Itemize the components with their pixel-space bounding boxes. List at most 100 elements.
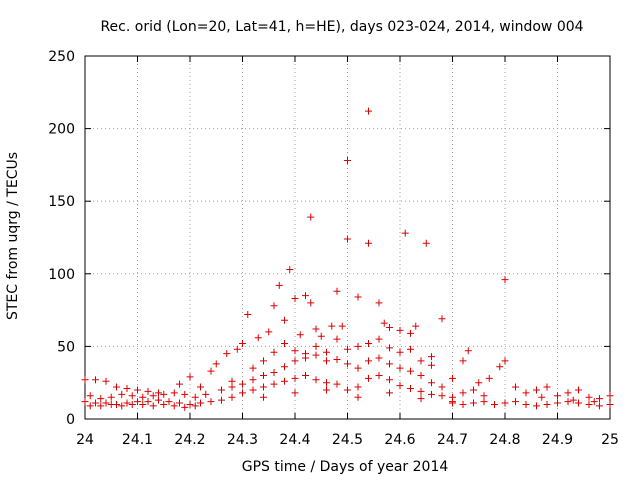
data-point-marker <box>317 332 325 340</box>
data-point-marker <box>270 380 278 388</box>
data-point-marker <box>134 398 141 406</box>
data-point-marker <box>596 402 603 410</box>
data-point-marker <box>260 393 267 401</box>
data-point-marker <box>134 386 141 394</box>
data-point-marker <box>501 357 509 365</box>
data-point-marker <box>407 367 414 375</box>
data-point-marker <box>596 395 603 403</box>
data-point-marker <box>475 379 483 387</box>
data-point-marker <box>386 360 393 368</box>
data-point-marker <box>102 399 110 407</box>
data-point-marker <box>344 157 351 165</box>
data-point-marker <box>575 386 582 394</box>
data-point-marker <box>118 390 126 398</box>
data-point-marker <box>260 371 267 379</box>
x-tick-label: 24.8 <box>489 432 520 448</box>
data-point-marker <box>291 347 299 355</box>
data-point-marker <box>323 386 330 394</box>
data-point-marker <box>417 395 425 403</box>
data-point-marker <box>312 351 320 359</box>
x-tick-label: 24.3 <box>227 432 258 448</box>
data-point-marker <box>270 369 278 377</box>
data-point-marker <box>202 390 210 398</box>
data-point-marker <box>386 389 393 397</box>
x-tick-label: 25 <box>601 432 619 448</box>
data-point-marker <box>323 379 330 387</box>
data-point-marker <box>228 383 236 391</box>
data-point-marker <box>328 322 336 330</box>
data-point-marker <box>386 324 393 332</box>
data-point-marker <box>365 339 372 347</box>
data-point-marker <box>302 292 309 300</box>
data-point-marker <box>501 399 509 407</box>
data-point-marker <box>239 339 246 347</box>
x-axis-ticks: 24 24.1 24.2 24.3 24.4 24.5 24.6 24.7 24.8 24.9 25 <box>76 56 619 448</box>
y-tick-label: 50 <box>57 339 75 355</box>
data-point-marker <box>291 357 299 365</box>
data-point-marker <box>312 376 320 384</box>
data-point-marker <box>449 374 456 382</box>
x-tick-label: 24.2 <box>174 432 205 448</box>
data-point-marker <box>260 357 267 365</box>
data-point-marker <box>585 393 593 401</box>
data-point-marker <box>249 386 257 394</box>
data-point-marker <box>438 315 446 323</box>
data-point-marker <box>459 357 467 365</box>
data-point-marker <box>412 322 420 330</box>
data-point-marker <box>354 393 362 401</box>
data-point-marker <box>186 373 194 381</box>
data-point-marker <box>569 396 577 404</box>
data-point-marker <box>344 386 351 394</box>
data-point-marker <box>155 396 162 404</box>
data-point-marker <box>144 387 152 395</box>
data-point-marker <box>459 400 467 408</box>
data-point-marker <box>554 399 561 407</box>
data-point-marker <box>375 354 383 362</box>
y-tick-label: 250 <box>48 49 75 65</box>
x-tick-label: 24.7 <box>437 432 468 448</box>
data-point-marker <box>212 360 220 368</box>
data-point-marker <box>197 399 204 407</box>
y-tick-label: 0 <box>66 412 75 428</box>
data-point-marker <box>312 325 320 333</box>
data-point-marker <box>564 389 572 397</box>
data-point-marker <box>354 342 362 350</box>
x-tick-label: 24.4 <box>279 432 310 448</box>
data-point-marker <box>396 348 404 356</box>
data-point-marker <box>512 398 519 406</box>
data-point-marker <box>218 396 225 404</box>
data-point-marker <box>113 383 120 391</box>
data-point-marker <box>176 399 183 407</box>
data-point-marker <box>606 400 614 408</box>
data-point-marker <box>223 350 231 358</box>
data-point-marker <box>585 400 593 408</box>
data-point-marker <box>438 383 446 391</box>
data-point-marker <box>543 383 551 391</box>
data-point-marker <box>302 350 309 358</box>
data-point-marker <box>170 389 178 397</box>
data-point-marker <box>422 239 430 247</box>
data-point-marker <box>386 376 393 384</box>
data-point-marker <box>275 281 283 289</box>
data-point-marker <box>160 390 168 398</box>
data-point-marker <box>396 364 404 372</box>
data-point-marker <box>365 107 372 115</box>
data-point-marker <box>128 400 136 408</box>
y-tick-label: 150 <box>48 194 75 210</box>
data-point-marker <box>449 399 456 407</box>
data-point-marker <box>207 398 215 406</box>
data-point-marker <box>218 386 225 394</box>
data-point-marker <box>307 213 315 221</box>
data-point-marker <box>139 393 147 401</box>
data-point-marker <box>107 393 115 401</box>
data-point-marker <box>265 328 273 336</box>
y-tick-label: 100 <box>48 267 75 283</box>
y-axis-label: STEC from uqrg / TECUs <box>5 152 21 320</box>
data-point-marker <box>417 357 425 365</box>
data-point-marker <box>270 348 278 356</box>
data-point-marker <box>501 276 509 284</box>
data-point-marker <box>144 398 152 406</box>
data-point-marker <box>191 393 199 401</box>
data-point-marker <box>270 302 278 310</box>
